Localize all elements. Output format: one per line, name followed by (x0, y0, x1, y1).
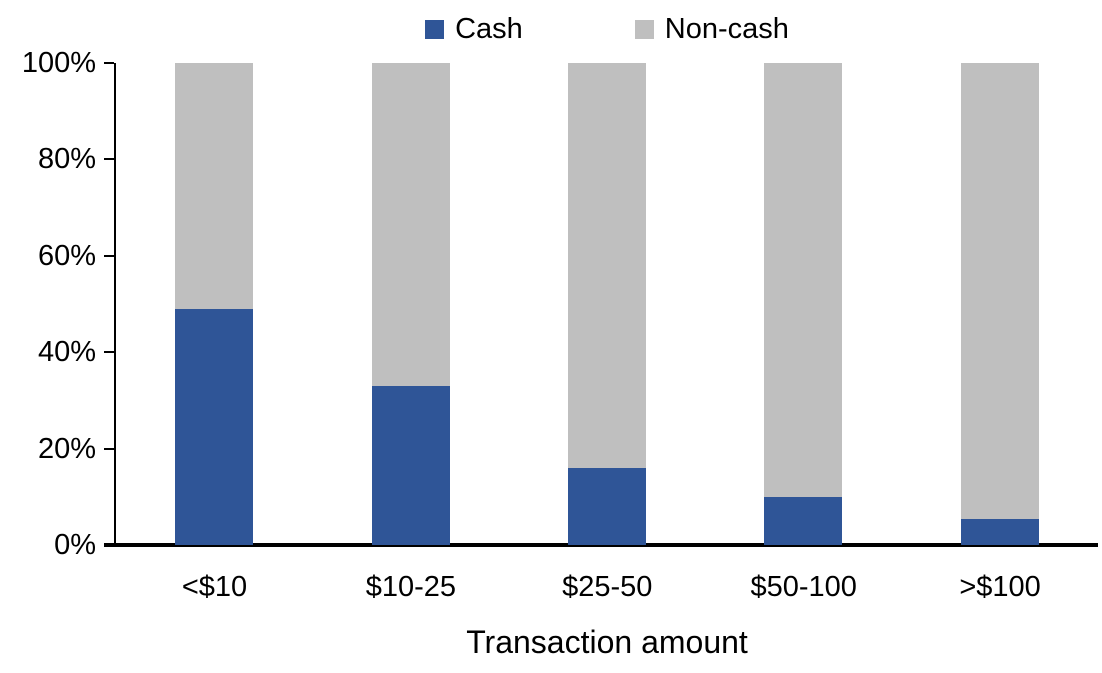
bar-segment-non-cash (175, 63, 254, 309)
y-axis-line (114, 63, 116, 547)
y-axis-tick (104, 158, 114, 161)
y-axis-tick (104, 544, 114, 546)
x-axis-line (104, 543, 1098, 547)
x-axis-category-label: $10-25 (365, 571, 457, 603)
x-axis-title: Transaction amount (466, 624, 748, 660)
y-axis-tick (104, 254, 114, 257)
bar-segment-non-cash (371, 63, 450, 386)
bar-segment-non-cash (960, 63, 1039, 519)
y-axis-tick (104, 351, 114, 354)
chart-legend: Cash Non-cash (116, 10, 1098, 48)
plot-area (104, 62, 1098, 547)
bar-segment-non-cash (568, 63, 646, 468)
legend-item-cash: Cash (425, 10, 523, 48)
y-axis-tick (104, 447, 114, 450)
legend-label: Non-cash (664, 13, 789, 45)
y-axis-tick-label: 60% (37, 239, 96, 272)
bar-segment-cash (175, 308, 254, 545)
bar-segment-cash (371, 385, 450, 545)
legend-item-non-cash: Non-cash (634, 10, 789, 48)
y-axis-tick (104, 62, 114, 64)
legend-label: Cash (455, 13, 523, 45)
x-axis-category-label: <$10 (181, 571, 248, 603)
bar-segment-cash (960, 518, 1039, 545)
bar-segment-cash (568, 467, 646, 545)
bar-segment-non-cash (764, 63, 843, 497)
y-axis-tick-label: 20% (37, 432, 96, 465)
x-axis-category-label: >$100 (959, 571, 1041, 603)
x-axis-category-label: $50-100 (750, 571, 857, 603)
y-axis-tick-label: 0% (54, 529, 96, 561)
y-axis-tick-label: 40% (37, 336, 96, 369)
y-axis-tick-label: 100% (21, 47, 96, 79)
legend-swatch-icon (634, 19, 654, 39)
bar-segment-cash (764, 496, 843, 545)
y-axis-tick-label: 80% (37, 143, 96, 176)
x-axis-category-label: $25-50 (562, 571, 653, 603)
legend-swatch-icon (425, 19, 445, 39)
